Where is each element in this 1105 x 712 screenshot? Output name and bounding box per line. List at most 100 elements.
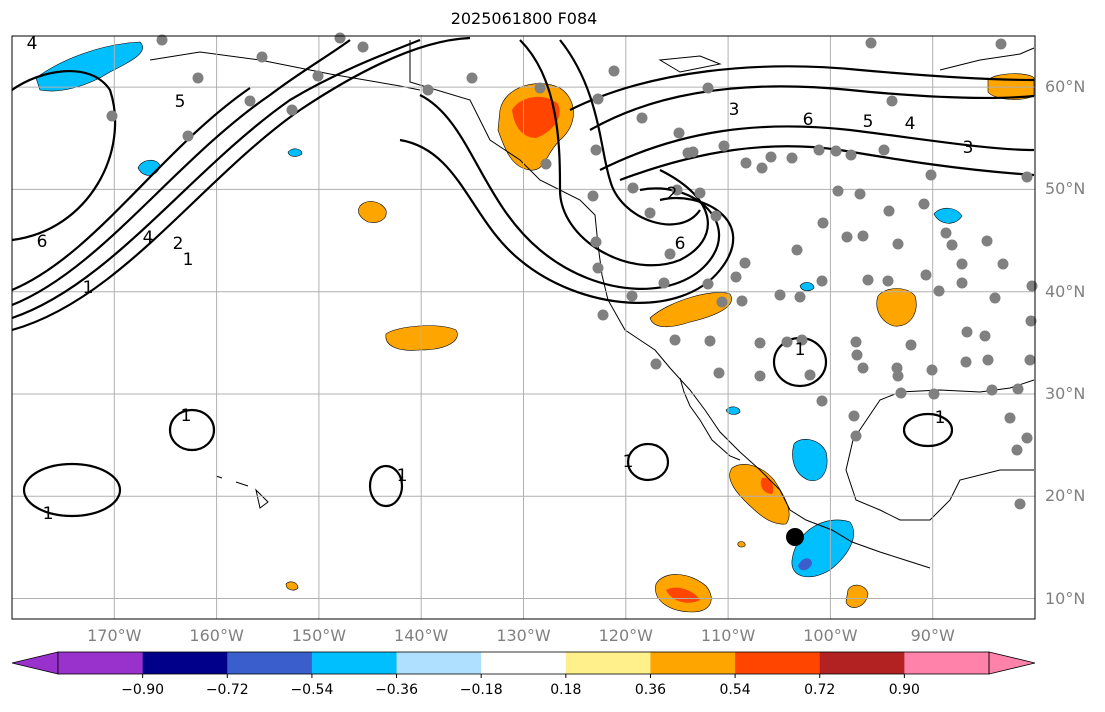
shade-orange-central-am <box>845 584 869 608</box>
contour-label: 5 <box>175 92 186 112</box>
station-marker <box>933 285 945 297</box>
station-marker <box>928 388 940 400</box>
shade-blue-gulf-alaska <box>287 148 303 157</box>
station-marker <box>286 104 298 116</box>
station-marker <box>1025 315 1037 327</box>
colorbar-swatch <box>227 652 313 674</box>
lon-label: 100°W <box>803 626 858 645</box>
contour-ridge-3 <box>11 39 351 307</box>
lat-label: 30°N <box>1045 383 1086 403</box>
shade-red-mexico-west <box>760 477 774 494</box>
station-marker <box>841 231 853 243</box>
contour-label: 1 <box>181 406 192 426</box>
lat-label: 10°N <box>1045 588 1086 608</box>
station-marker <box>673 127 685 139</box>
station-marker <box>774 289 786 301</box>
shaded-fields <box>35 41 1035 613</box>
station-marker <box>718 140 730 152</box>
station-marker <box>791 244 803 256</box>
station-marker <box>832 185 844 197</box>
station-marker <box>895 387 907 399</box>
station-marker <box>1012 383 1024 395</box>
colorbar-extend-high <box>988 651 1036 675</box>
station-marker <box>627 182 639 194</box>
station-marker <box>671 184 683 196</box>
lon-label: 140°W <box>394 626 449 645</box>
colorbar-swatch <box>650 652 736 674</box>
station-marker <box>664 248 676 260</box>
station-marker <box>905 339 917 351</box>
contour-label: 6 <box>803 110 814 130</box>
station-marker <box>540 158 552 170</box>
station-marker <box>713 367 725 379</box>
station-marker <box>946 239 958 251</box>
shade-orange-central-us <box>876 288 917 327</box>
shade-blue-mexico-north <box>792 439 828 481</box>
contour-label: 1 <box>83 278 94 298</box>
station-marker <box>857 230 869 242</box>
colorbar-tick-label: 0.54 <box>719 682 751 698</box>
colorbar-swatch <box>58 652 144 674</box>
station-marker <box>1024 354 1036 366</box>
lat-label: 50°N <box>1045 179 1086 199</box>
colorbar-tick-label: 0.18 <box>550 682 582 698</box>
station-marker <box>786 152 798 164</box>
station-marker <box>1011 444 1023 456</box>
station-marker <box>886 95 898 107</box>
shade-darkblue-mexico-south <box>798 558 812 571</box>
contour-label: 1 <box>43 504 54 524</box>
contour-label: 2 <box>173 234 184 254</box>
shade-blue-small-1 <box>799 282 815 292</box>
station-marker <box>845 149 857 161</box>
contour-ridge-2 <box>11 38 421 320</box>
contour-label: 6 <box>675 234 686 254</box>
station-marker <box>650 358 662 370</box>
station-marker <box>590 236 602 248</box>
station-marker <box>920 269 932 281</box>
colorbar-swatch <box>904 652 990 674</box>
station-marker <box>925 169 937 181</box>
station-marker <box>192 72 204 84</box>
station-marker <box>862 274 874 286</box>
colorbar-swatch <box>311 652 398 674</box>
station-marker <box>854 188 866 200</box>
station-marker <box>830 145 842 157</box>
shade-blue-small-2 <box>725 406 741 415</box>
station-marker <box>882 275 894 287</box>
station-marker <box>981 235 993 247</box>
station-marker <box>851 349 863 361</box>
station-marker <box>892 370 904 382</box>
station-marker <box>982 354 994 366</box>
station-marker <box>182 130 194 142</box>
coast-west-north-america <box>409 40 931 569</box>
station-marker <box>687 146 699 158</box>
station-marker <box>334 32 346 44</box>
colorbar-tick-label: −0.54 <box>290 682 334 698</box>
colorbar-swatch <box>142 652 228 674</box>
highlight-marker <box>786 528 804 546</box>
lat-label: 40°N <box>1045 281 1086 301</box>
colorbar-tick-label: 0.90 <box>888 682 920 698</box>
station-marker <box>312 70 324 82</box>
station-marker <box>961 326 973 338</box>
contour-closed-1e <box>902 412 954 448</box>
lon-label: 150°W <box>291 626 347 645</box>
station-marker <box>756 162 768 174</box>
colorbar-tick-label: −0.36 <box>375 682 418 698</box>
station-marker <box>850 430 862 442</box>
shade-orange-small-2 <box>737 541 746 548</box>
station-marker <box>534 82 546 94</box>
station-marker <box>597 309 609 321</box>
colorbar-tick-label: 0.36 <box>634 682 667 698</box>
shade-blue-great-lakes <box>933 207 963 224</box>
station-marker <box>813 144 825 156</box>
station-marker <box>590 144 602 156</box>
contour-label: 4 <box>143 228 154 248</box>
station-marker <box>865 37 877 49</box>
station-marker <box>892 238 904 250</box>
station-marker <box>1021 432 1033 444</box>
contour-label: 3 <box>963 138 974 158</box>
contour-trough-2 <box>419 94 721 290</box>
station-marker <box>765 151 777 163</box>
